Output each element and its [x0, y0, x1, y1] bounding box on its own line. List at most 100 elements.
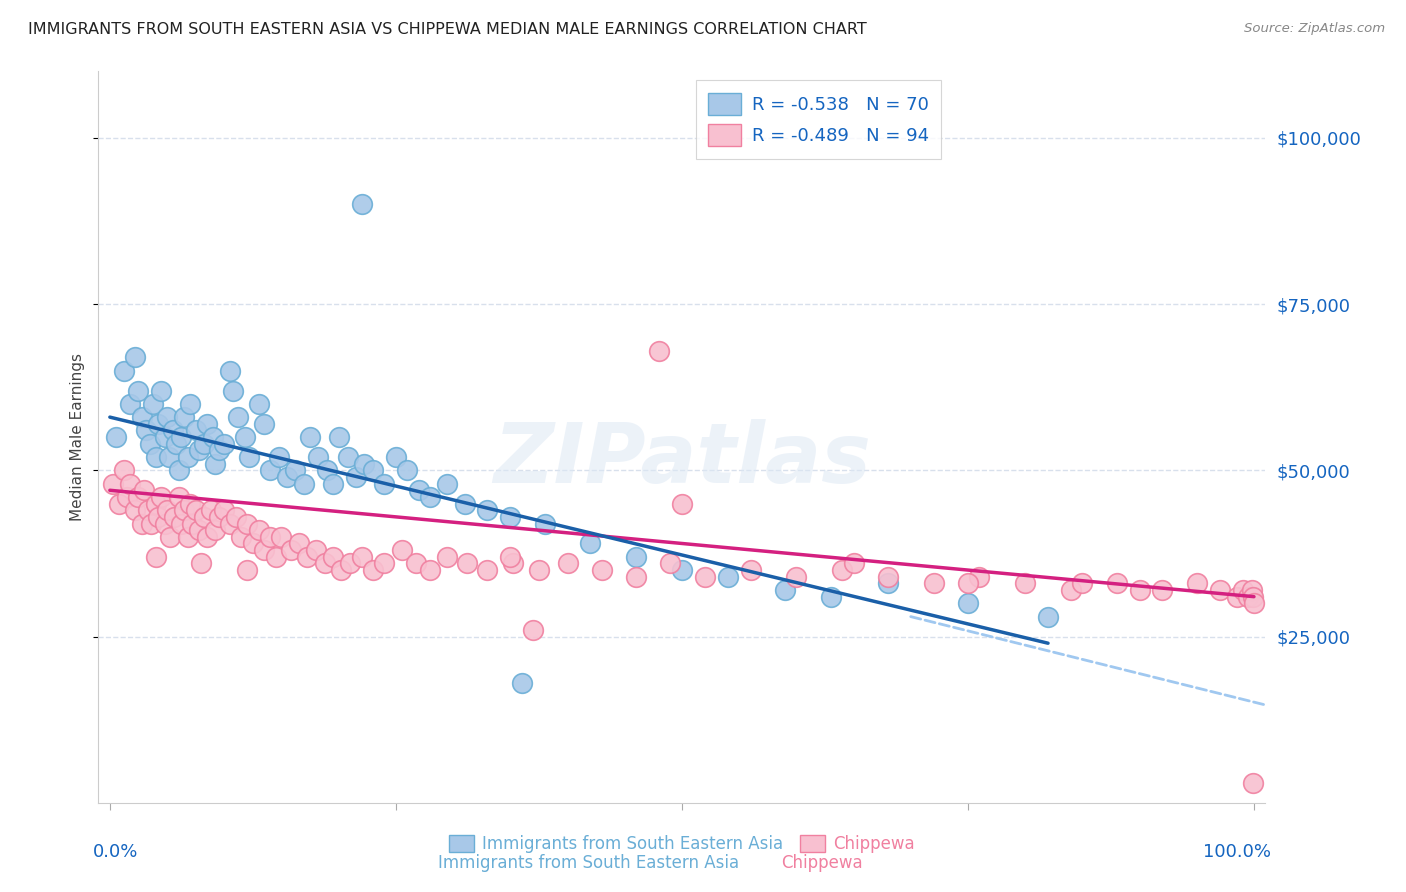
Point [162, 424, 184, 438]
Point [322, 476, 344, 491]
Point [499, 549, 522, 564]
Point [222, 384, 245, 398]
Point [344, 470, 367, 484]
Point [502, 557, 524, 571]
Point [120, 397, 142, 411]
Point [353, 457, 375, 471]
Point [145, 549, 167, 564]
Point [214, 503, 236, 517]
Point [173, 503, 195, 517]
Point [156, 410, 179, 425]
Point [330, 563, 353, 577]
Point [1241, 590, 1264, 604]
Point [405, 557, 427, 571]
Point [842, 557, 865, 571]
Point [173, 410, 195, 425]
Point [276, 470, 298, 484]
Point [307, 450, 329, 464]
Point [233, 430, 256, 444]
Point [127, 384, 149, 398]
Point [163, 509, 186, 524]
Point [316, 463, 339, 477]
Point [533, 516, 555, 531]
Point [671, 497, 693, 511]
Point [120, 476, 142, 491]
Point [131, 410, 153, 425]
Point [328, 430, 350, 444]
Point [1060, 582, 1083, 597]
Point [112, 363, 135, 377]
Point [299, 430, 322, 444]
Point [876, 576, 898, 591]
Point [436, 476, 458, 491]
Point [373, 557, 395, 571]
Point [195, 417, 218, 431]
Point [648, 343, 671, 358]
Point [314, 557, 336, 571]
Point [170, 516, 193, 531]
Point [773, 582, 796, 597]
Point [115, 490, 138, 504]
Point [193, 509, 215, 524]
Point [176, 450, 198, 464]
Text: ZIPatlas: ZIPatlas [494, 418, 870, 500]
Point [188, 443, 211, 458]
Point [1240, 582, 1263, 597]
Point [499, 509, 522, 524]
Point [153, 516, 176, 531]
Point [295, 549, 318, 564]
Point [322, 549, 344, 564]
Text: Source: ZipAtlas.com: Source: ZipAtlas.com [1244, 22, 1385, 36]
Point [188, 523, 211, 537]
Point [477, 563, 499, 577]
Point [259, 530, 281, 544]
Point [242, 536, 264, 550]
Point [219, 516, 242, 531]
Point [145, 450, 167, 464]
Point [231, 530, 253, 544]
Point [214, 436, 236, 450]
Point [659, 557, 682, 571]
Point [170, 430, 193, 444]
Point [146, 417, 169, 431]
Point [1226, 590, 1249, 604]
Point [226, 410, 249, 425]
Point [167, 490, 190, 504]
Point [150, 384, 173, 398]
Point [131, 516, 153, 531]
Point [591, 563, 613, 577]
Point [270, 530, 292, 544]
Point [1241, 776, 1264, 790]
Point [350, 197, 373, 211]
Point [969, 570, 991, 584]
Point [557, 557, 579, 571]
Point [195, 530, 218, 544]
Text: IMMIGRANTS FROM SOUTH EASTERN ASIA VS CHIPPEWA MEDIAN MALE EARNINGS CORRELATION : IMMIGRANTS FROM SOUTH EASTERN ASIA VS CH… [28, 22, 868, 37]
Point [391, 543, 413, 558]
Point [201, 430, 224, 444]
Point [219, 363, 242, 377]
Point [134, 483, 156, 498]
Point [135, 424, 157, 438]
Legend: R = -0.538   N = 70, R = -0.489   N = 94: R = -0.538 N = 70, R = -0.489 N = 94 [696, 80, 941, 159]
Point [179, 497, 201, 511]
Point [1185, 576, 1208, 591]
Point [820, 590, 842, 604]
Point [139, 516, 162, 531]
Point [104, 430, 127, 444]
Text: Chippewa: Chippewa [782, 854, 863, 872]
Point [1237, 590, 1260, 604]
Point [876, 570, 898, 584]
Point [1014, 576, 1036, 591]
Point [740, 563, 762, 577]
Text: Immigrants from South Eastern Asia: Immigrants from South Eastern Asia [439, 854, 740, 872]
Point [176, 530, 198, 544]
Point [204, 457, 226, 471]
Point [579, 536, 602, 550]
Point [693, 570, 716, 584]
Point [624, 549, 647, 564]
Point [159, 530, 181, 544]
Point [247, 523, 270, 537]
Point [1128, 582, 1150, 597]
Point [200, 503, 222, 517]
